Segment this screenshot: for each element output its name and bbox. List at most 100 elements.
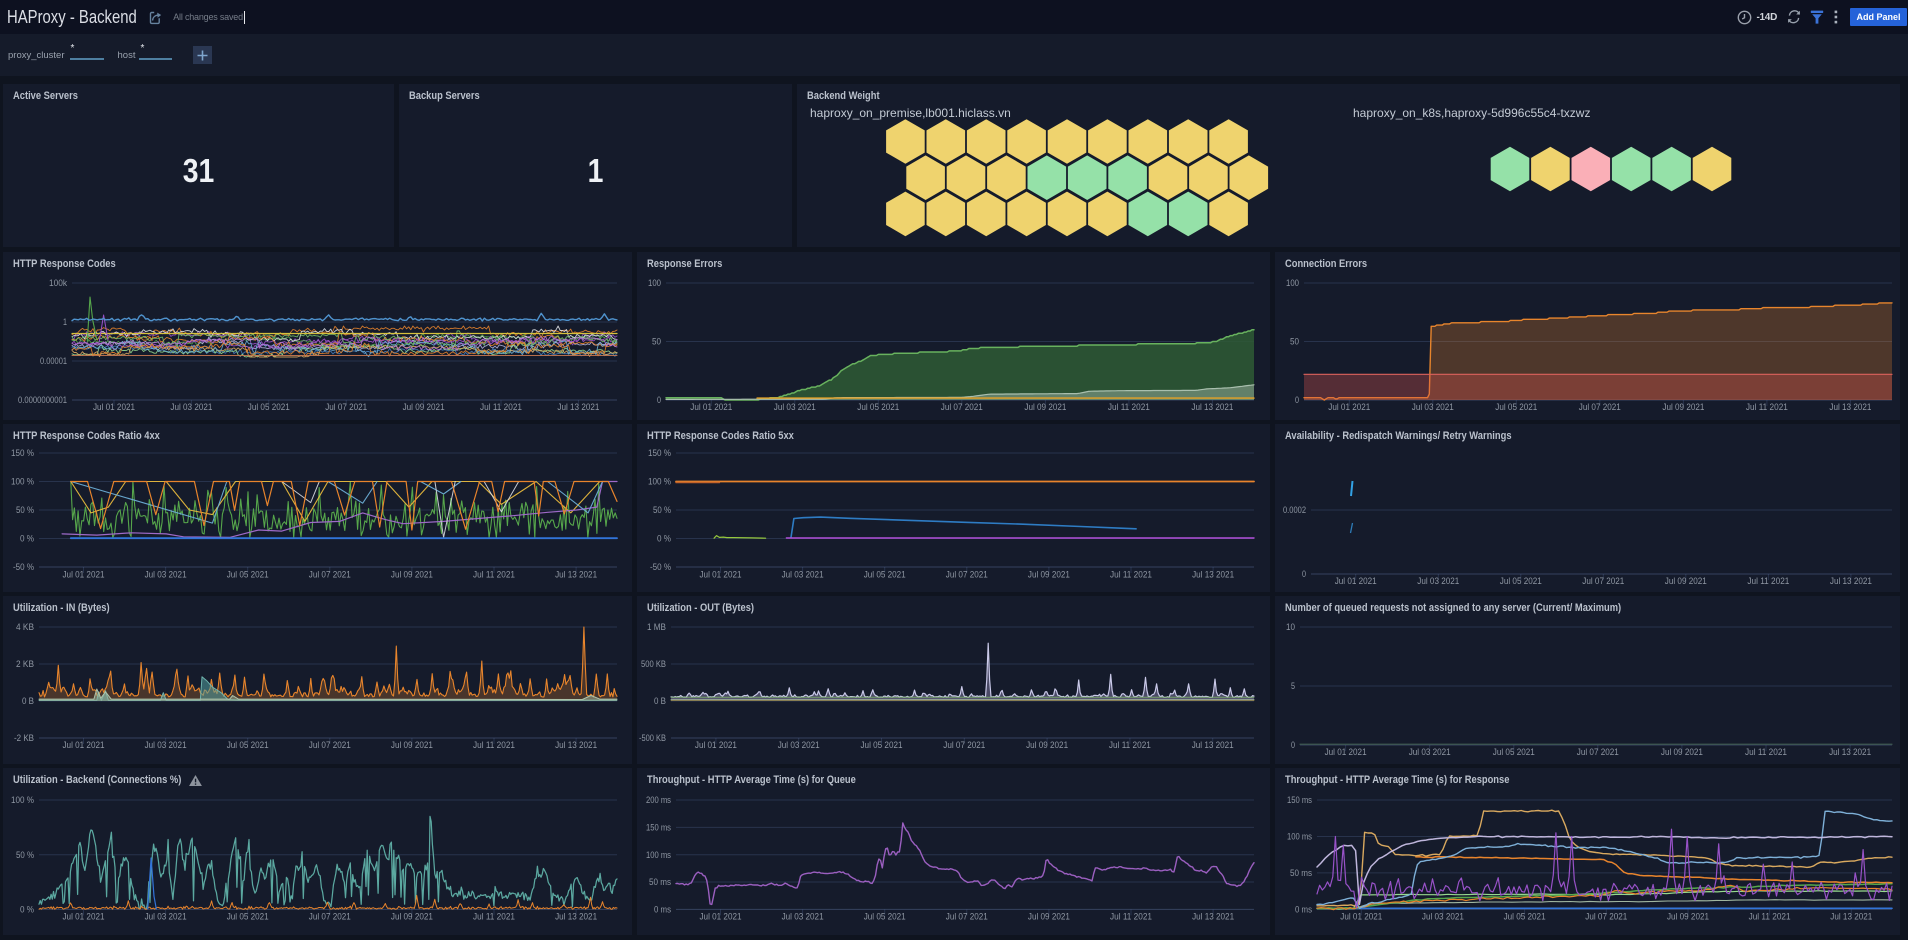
svg-text:Jul 11 2021: Jul 11 2021 (480, 402, 522, 413)
svg-text:Jul 09 2021: Jul 09 2021 (403, 402, 445, 413)
svg-text:Jul 13 2021: Jul 13 2021 (557, 402, 599, 413)
svg-text:Jul 13 2021: Jul 13 2021 (1829, 402, 1871, 413)
svg-text:Jul 13 2021: Jul 13 2021 (555, 912, 597, 923)
svg-text:Jul 11 2021: Jul 11 2021 (1110, 912, 1152, 923)
svg-text:Jul 09 2021: Jul 09 2021 (391, 740, 433, 751)
svg-text:Jul 09 2021: Jul 09 2021 (1661, 747, 1703, 758)
svg-text:2 KB: 2 KB (16, 659, 34, 670)
svg-text:Jul 07 2021: Jul 07 2021 (1582, 576, 1624, 587)
svg-text:100 ms: 100 ms (1287, 832, 1312, 843)
svg-text:Jul 07 2021: Jul 07 2021 (946, 912, 988, 923)
svg-text:Jul 05 2021: Jul 05 2021 (861, 740, 903, 751)
svg-text:Jul 07 2021: Jul 07 2021 (1579, 402, 1621, 413)
svg-text:500 KB: 500 KB (641, 659, 666, 670)
svg-text:Jul 01 2021: Jul 01 2021 (63, 740, 105, 751)
svg-text:Jul 09 2021: Jul 09 2021 (391, 570, 433, 581)
svg-text:Jul 05 2021: Jul 05 2021 (1493, 747, 1535, 758)
svg-text:Jul 07 2021: Jul 07 2021 (943, 740, 985, 751)
svg-text:Jul 11 2021: Jul 11 2021 (473, 570, 515, 581)
svg-text:Jul 13 2021: Jul 13 2021 (1830, 576, 1872, 587)
svg-text:Jul 01 2021: Jul 01 2021 (695, 740, 737, 751)
svg-text:Jul 03 2021: Jul 03 2021 (774, 402, 816, 413)
svg-text:0.0000000001: 0.0000000001 (18, 395, 67, 406)
svg-text:Jul 05 2021: Jul 05 2021 (227, 912, 269, 923)
svg-text:1: 1 (63, 317, 67, 328)
svg-text:0 %: 0 % (20, 534, 34, 545)
svg-text:Jul 13 2021: Jul 13 2021 (1192, 912, 1234, 923)
svg-text:Jul 09 2021: Jul 09 2021 (1665, 576, 1707, 587)
svg-text:200 ms: 200 ms (646, 795, 671, 806)
svg-text:-50 %: -50 % (13, 562, 34, 573)
svg-text:Jul 13 2021: Jul 13 2021 (1192, 570, 1234, 581)
svg-text:0: 0 (1295, 395, 1299, 406)
svg-text:0 ms: 0 ms (654, 905, 671, 916)
svg-text:Jul 11 2021: Jul 11 2021 (1745, 747, 1787, 758)
svg-text:Jul 01 2021: Jul 01 2021 (63, 912, 105, 923)
svg-text:100: 100 (648, 278, 661, 289)
svg-text:Jul 13 2021: Jul 13 2021 (1192, 740, 1234, 751)
svg-text:Jul 03 2021: Jul 03 2021 (1422, 912, 1464, 923)
svg-text:50: 50 (1290, 337, 1299, 348)
svg-text:Jul 09 2021: Jul 09 2021 (1026, 740, 1068, 751)
svg-text:Jul 03 2021: Jul 03 2021 (1409, 747, 1451, 758)
svg-text:Jul 07 2021: Jul 07 2021 (946, 570, 988, 581)
svg-text:100 %: 100 % (11, 477, 34, 488)
svg-text:Jul 03 2021: Jul 03 2021 (145, 570, 187, 581)
svg-text:Jul 05 2021: Jul 05 2021 (248, 402, 290, 413)
svg-text:150 ms: 150 ms (1287, 795, 1312, 806)
svg-text:Jul 05 2021: Jul 05 2021 (1504, 912, 1546, 923)
svg-text:Jul 11 2021: Jul 11 2021 (1108, 402, 1150, 413)
svg-text:Jul 07 2021: Jul 07 2021 (941, 402, 983, 413)
svg-text:4 KB: 4 KB (16, 622, 34, 633)
svg-text:100: 100 (1286, 278, 1299, 289)
svg-text:Jul 01 2021: Jul 01 2021 (93, 402, 135, 413)
svg-text:Jul 07 2021: Jul 07 2021 (309, 740, 351, 751)
svg-text:Jul 05 2021: Jul 05 2021 (864, 570, 906, 581)
svg-text:Jul 09 2021: Jul 09 2021 (1028, 570, 1070, 581)
svg-text:Jul 01 2021: Jul 01 2021 (1325, 747, 1367, 758)
svg-text:150 %: 150 % (648, 448, 671, 459)
svg-text:-500 KB: -500 KB (639, 733, 666, 744)
svg-text:Jul 01 2021: Jul 01 2021 (700, 570, 742, 581)
svg-text:0: 0 (1302, 569, 1306, 580)
svg-text:Jul 11 2021: Jul 11 2021 (1746, 402, 1788, 413)
svg-text:Jul 05 2021: Jul 05 2021 (1500, 576, 1542, 587)
svg-text:100 %: 100 % (11, 795, 34, 806)
svg-text:50 %: 50 % (16, 505, 34, 516)
svg-text:Jul 03 2021: Jul 03 2021 (145, 912, 187, 923)
svg-text:0 ms: 0 ms (1295, 905, 1312, 916)
svg-text:Jul 01 2021: Jul 01 2021 (1340, 912, 1382, 923)
svg-text:50 ms: 50 ms (1290, 868, 1312, 879)
svg-text:Jul 05 2021: Jul 05 2021 (227, 570, 269, 581)
svg-text:Jul 03 2021: Jul 03 2021 (782, 912, 824, 923)
svg-text:Jul 01 2021: Jul 01 2021 (63, 570, 105, 581)
svg-text:Jul 11 2021: Jul 11 2021 (1109, 740, 1151, 751)
svg-text:150 %: 150 % (11, 448, 34, 459)
svg-text:Jul 13 2021: Jul 13 2021 (1829, 747, 1871, 758)
svg-text:Jul 11 2021: Jul 11 2021 (1749, 912, 1791, 923)
svg-text:50 ms: 50 ms (649, 877, 671, 888)
svg-text:Jul 03 2021: Jul 03 2021 (145, 740, 187, 751)
svg-text:Jul 01 2021: Jul 01 2021 (700, 912, 742, 923)
svg-text:Jul 09 2021: Jul 09 2021 (1662, 402, 1704, 413)
svg-text:Jul 01 2021: Jul 01 2021 (690, 402, 732, 413)
svg-text:10: 10 (1286, 622, 1295, 633)
svg-text:Jul 03 2021: Jul 03 2021 (1412, 402, 1454, 413)
svg-text:Jul 11 2021: Jul 11 2021 (1747, 576, 1789, 587)
svg-text:Jul 09 2021: Jul 09 2021 (391, 912, 433, 923)
svg-text:0: 0 (657, 395, 661, 406)
svg-text:Jul 07 2021: Jul 07 2021 (1585, 912, 1627, 923)
svg-text:0 %: 0 % (657, 534, 671, 545)
svg-text:0.0002: 0.0002 (1283, 505, 1306, 516)
svg-text:50 %: 50 % (653, 505, 671, 516)
svg-text:Jul 13 2021: Jul 13 2021 (555, 740, 597, 751)
svg-text:Jul 05 2021: Jul 05 2021 (857, 402, 899, 413)
svg-text:0.00001: 0.00001 (40, 356, 67, 367)
svg-text:Jul 05 2021: Jul 05 2021 (864, 912, 906, 923)
svg-text:Jul 09 2021: Jul 09 2021 (1028, 912, 1070, 923)
svg-text:Jul 01 2021: Jul 01 2021 (1328, 402, 1370, 413)
svg-text:-2 KB: -2 KB (14, 733, 34, 744)
svg-text:Jul 05 2021: Jul 05 2021 (227, 740, 269, 751)
svg-text:Jul 11 2021: Jul 11 2021 (473, 912, 515, 923)
svg-text:50: 50 (652, 337, 661, 348)
